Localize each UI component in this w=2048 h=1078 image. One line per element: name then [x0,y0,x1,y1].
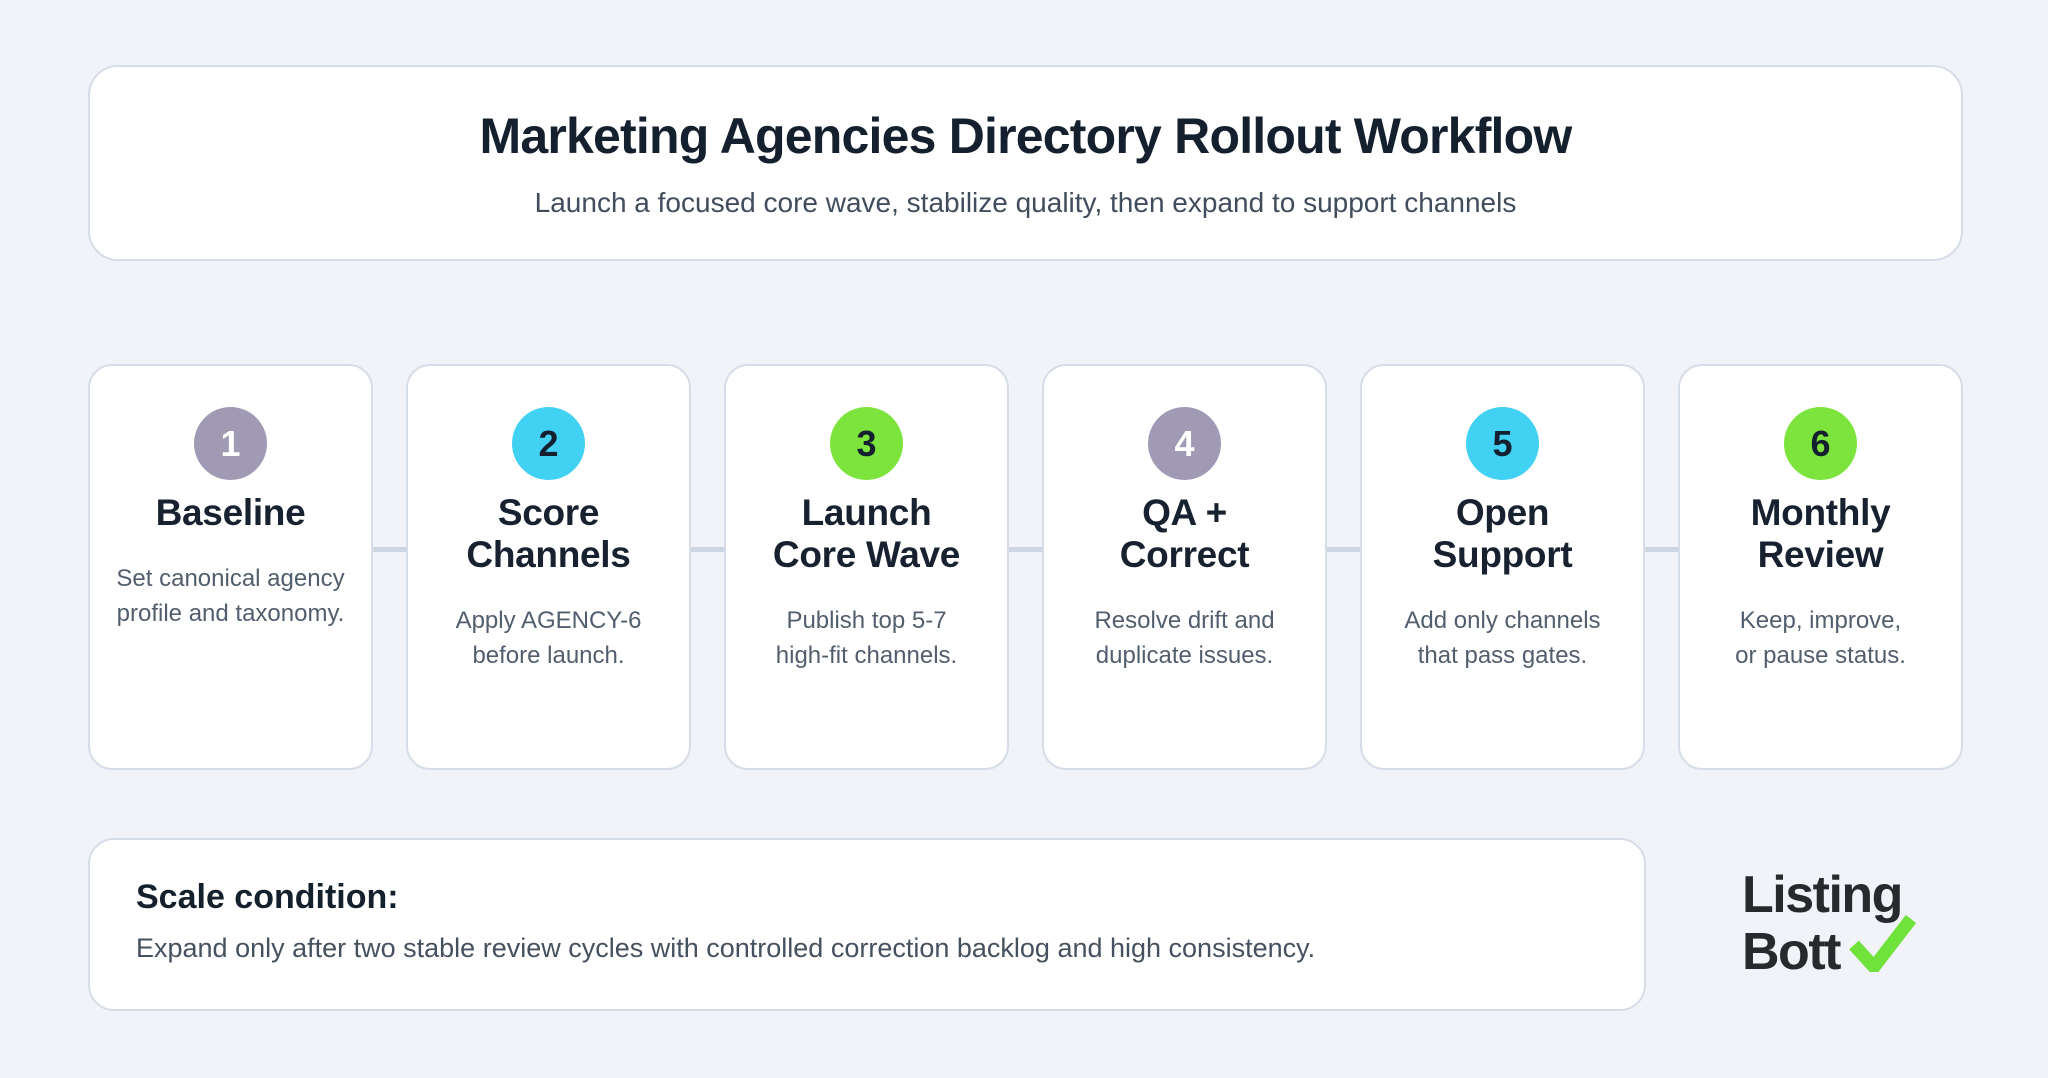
logo-line1: Listing [1742,866,1903,924]
step-card-score-channels: 2 Score Channels Apply AGENCY-6 before l… [406,364,691,770]
step-number-badge: 4 [1148,407,1221,480]
step-description: Apply AGENCY-6 before launch. [455,607,642,669]
scale-condition-card: Scale condition: Expand only after two s… [88,838,1646,1011]
step-title: QA + Correct [1119,492,1250,575]
step-title: Launch Core Wave [772,492,961,575]
header-card: Marketing Agencies Directory Rollout Wor… [88,65,1963,261]
step-card-open-support: 5 Open Support Add only channels that pa… [1360,364,1645,770]
scale-condition-label: Scale condition: [136,878,399,916]
logo-line2: Bott [1742,923,1841,981]
step-description: Set canonical agency profile and taxonom… [116,565,345,627]
steps-container: 1 Baseline Set canonical agency profile … [88,364,1963,770]
step-card-monthly-review: 6 Monthly Review Keep, improve, or pause… [1678,364,1963,770]
step-card-baseline: 1 Baseline Set canonical agency profile … [88,364,373,770]
step-description: Keep, improve, or pause status. [1735,607,1906,669]
listingbott-logo: Listing Bott [1742,866,1917,982]
step-title: Baseline [155,492,306,533]
step-description: Publish top 5-7 high-fit channels. [775,607,958,669]
step-number-badge: 1 [194,407,267,480]
steps-row: 1 Baseline Set canonical agency profile … [88,364,1963,770]
step-card-launch-core-wave: 3 Launch Core Wave Publish top 5-7 high-… [724,364,1009,770]
page-title: Marketing Agencies Directory Rollout Wor… [479,108,1573,164]
step-number: 5 [1492,422,1513,464]
step-number: 6 [1810,422,1831,464]
step-number: 4 [1174,422,1195,464]
step-number-badge: 2 [512,407,585,480]
step-number: 2 [538,422,559,464]
page-subtitle: Launch a focused core wave, stabilize qu… [534,187,1517,218]
checkmark-icon [1848,912,1917,982]
step-title: Monthly Review [1750,492,1891,575]
step-card-qa-correct: 4 QA + Correct Resolve drift and duplica… [1042,364,1327,770]
step-title: Score Channels [466,492,631,575]
step-number-badge: 6 [1784,407,1857,480]
step-description: Resolve drift and duplicate issues. [1094,607,1275,669]
scale-condition-text: Expand only after two stable review cycl… [136,933,1316,963]
step-description: Add only channels that pass gates. [1404,607,1601,669]
step-number-badge: 5 [1466,407,1539,480]
step-title: Open Support [1432,492,1573,575]
step-number: 1 [220,422,241,464]
step-number-badge: 3 [830,407,903,480]
step-number: 3 [856,422,877,464]
connector-line [208,547,1843,552]
